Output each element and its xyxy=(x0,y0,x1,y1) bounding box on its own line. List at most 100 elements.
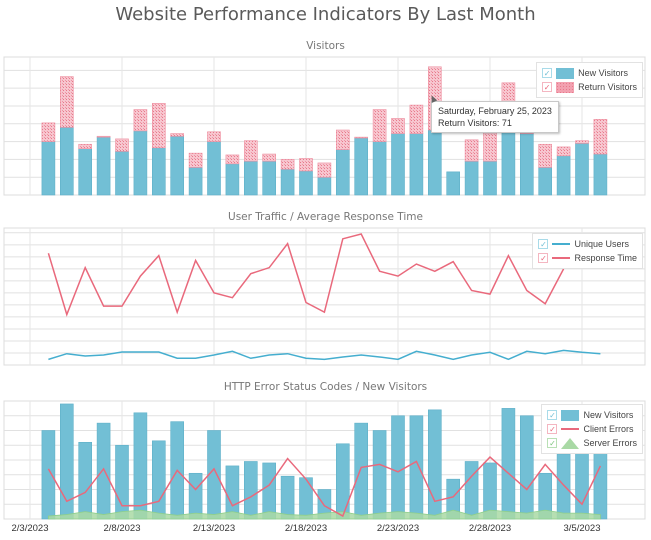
bar-new-visitors xyxy=(446,171,461,196)
bar-return-visitors xyxy=(575,140,589,144)
bar-new-visitors xyxy=(335,443,350,520)
bar-new-visitors xyxy=(59,127,74,196)
bar-return-visitors xyxy=(78,143,92,150)
x-tick-label: 2/8/2023 xyxy=(104,523,141,534)
bar-new-visitors xyxy=(262,160,277,196)
legend-item-unique-users[interactable]: ✓ Unique Users xyxy=(538,237,637,251)
legend-item-new-visitors[interactable]: ✓ New Visitors xyxy=(542,66,637,80)
bar-new-visitors xyxy=(96,422,111,520)
bar-return-visitors xyxy=(207,131,221,142)
legend-swatch xyxy=(561,428,580,430)
x-tick-label: 2/23/2023 xyxy=(377,523,419,534)
bar-new-visitors xyxy=(464,160,479,196)
bar-new-visitors xyxy=(115,444,129,520)
checkbox-check-icon[interactable]: ✓ xyxy=(542,82,553,92)
checkbox-check-icon[interactable]: ✓ xyxy=(538,253,549,263)
bar-new-visitors xyxy=(556,155,571,196)
legend-user-traffic: ✓ Unique Users ✓ Response Time xyxy=(532,233,643,269)
bar-new-visitors xyxy=(188,472,203,520)
bar-new-visitors xyxy=(391,133,405,196)
bar-new-visitors xyxy=(152,147,166,196)
bar-new-visitors xyxy=(372,430,387,520)
bar-new-visitors xyxy=(188,167,203,196)
bar-new-visitors xyxy=(207,141,221,196)
bar-new-visitors xyxy=(335,149,350,196)
bar-return-visitors xyxy=(152,102,166,149)
bar-return-visitors xyxy=(115,138,129,152)
bar-new-visitors xyxy=(152,440,166,520)
legend-swatch-triangle xyxy=(561,437,580,449)
bar-new-visitors xyxy=(133,130,148,196)
bar-new-visitors xyxy=(372,141,387,196)
bar-new-visitors xyxy=(593,452,608,520)
bar-new-visitors xyxy=(409,133,424,196)
bar-return-visitors xyxy=(335,129,350,150)
bar-new-visitors xyxy=(225,465,240,520)
bar-return-visitors xyxy=(96,135,111,138)
legend-swatch xyxy=(561,409,580,421)
bar-new-visitors xyxy=(409,415,424,520)
legend-http-errors: ✓ New Visitors ✓ Client Errors ✓ Server … xyxy=(541,404,643,454)
legend-visitors: ✓ New Visitors ✓ Return Visitors xyxy=(536,62,643,98)
line-unique-users xyxy=(48,349,601,361)
legend-label: Unique Users xyxy=(574,239,629,249)
tooltip-date: Saturday, February 25, 2023 xyxy=(438,106,552,116)
bar-return-visitors xyxy=(225,154,240,165)
legend-swatch xyxy=(552,243,571,245)
bar-new-visitors xyxy=(427,129,442,196)
legend-swatch xyxy=(552,257,571,259)
bar-new-visitors xyxy=(78,441,92,520)
bar-new-visitors xyxy=(299,170,313,196)
bar-new-visitors xyxy=(41,141,56,196)
bar-new-visitors xyxy=(115,151,129,196)
bar-new-visitors xyxy=(225,163,240,196)
legend-item-new-visitors[interactable]: ✓ New Visitors xyxy=(547,408,637,422)
x-tick-label: 3/5/2023 xyxy=(564,523,601,534)
bar-new-visitors xyxy=(575,452,589,520)
chart-title-http-errors: HTTP Error Status Codes / New Visitors xyxy=(223,381,428,393)
bar-new-visitors xyxy=(519,133,534,196)
tooltip-value: Return Visitors: 71 xyxy=(438,118,512,128)
tooltip: Saturday, February 25, 2023 Return Visit… xyxy=(431,101,559,133)
bar-new-visitors xyxy=(483,160,497,196)
bar-return-visitors xyxy=(556,146,571,157)
checkbox-check-icon[interactable]: ✓ xyxy=(542,68,553,78)
bar-new-visitors xyxy=(556,453,571,520)
bar-new-visitors xyxy=(354,422,369,520)
legend-item-server-errors[interactable]: ✓ Server Errors xyxy=(547,436,637,450)
bar-new-visitors xyxy=(593,153,608,196)
legend-swatch xyxy=(556,81,575,93)
bar-return-visitors xyxy=(244,140,258,162)
legend-item-client-errors[interactable]: ✓ Client Errors xyxy=(547,422,637,436)
bar-return-visitors xyxy=(391,118,405,134)
legend-item-response-time[interactable]: ✓ Response Time xyxy=(538,251,637,265)
chart-title-user-traffic: User Traffic / Average Response Time xyxy=(228,211,423,223)
bar-new-visitors xyxy=(244,160,258,196)
x-tick-label: 2/18/2023 xyxy=(285,523,327,534)
legend-label: New Visitors xyxy=(578,68,628,78)
legend-item-return-visitors[interactable]: ✓ Return Visitors xyxy=(542,80,637,94)
area-server-errors xyxy=(48,509,601,520)
bar-new-visitors xyxy=(280,475,295,520)
legend-swatch xyxy=(556,67,575,79)
x-tick-label: 2/3/2023 xyxy=(12,523,49,534)
x-tick-label: 2/13/2023 xyxy=(193,523,235,534)
bar-return-visitors xyxy=(299,158,313,172)
page-title: Website Performance Indicators By Last M… xyxy=(115,4,536,25)
chart-title-visitors: Visitors xyxy=(306,40,345,52)
bar-new-visitors xyxy=(538,167,553,196)
checkbox-check-icon[interactable]: ✓ xyxy=(538,239,549,249)
legend-label: Return Visitors xyxy=(578,82,637,92)
bar-new-visitors xyxy=(519,415,534,520)
checkbox-check-icon[interactable]: ✓ xyxy=(547,410,558,420)
bar-new-visitors xyxy=(244,461,258,520)
bar-new-visitors xyxy=(170,135,184,196)
legend-label: New Visitors xyxy=(583,410,634,420)
checkbox-check-icon[interactable]: ✓ xyxy=(547,424,558,434)
bar-return-visitors xyxy=(409,104,424,134)
line-client-errors xyxy=(47,456,602,518)
bar-new-visitors xyxy=(280,168,295,196)
checkbox-check-icon[interactable]: ✓ xyxy=(547,438,558,448)
legend-label: Server Errors xyxy=(583,438,637,448)
